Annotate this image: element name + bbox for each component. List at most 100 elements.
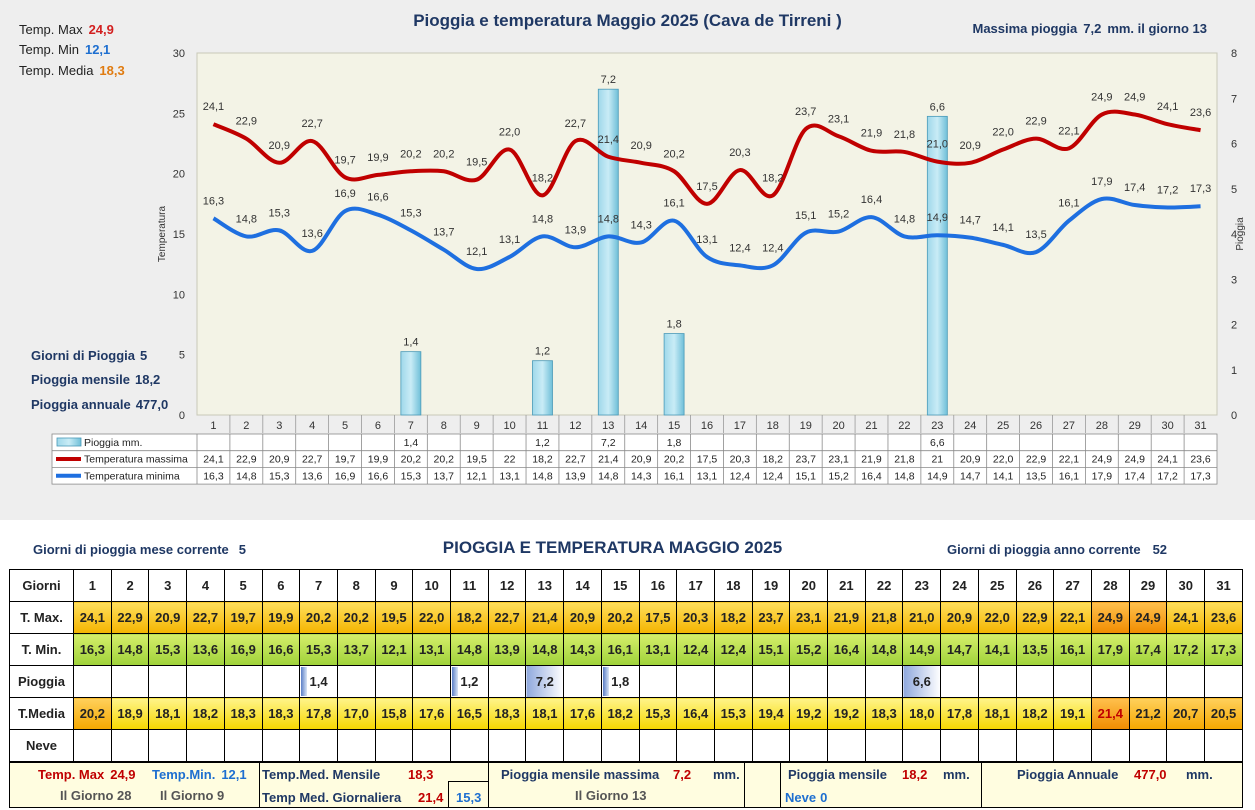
tmin-point-label: 14,8: [894, 213, 915, 225]
tmed-cell-27: 19,1: [1053, 697, 1092, 730]
summary-rainyear-box: Pioggia Annuale 477,0 mm.: [982, 763, 1242, 807]
snow-cell-8: [336, 729, 376, 762]
chart-table-tmax-value: 24,1: [1157, 454, 1178, 466]
summary-tmin-day: Il Giorno 9: [160, 788, 225, 803]
rain-cell-21: [827, 665, 866, 698]
snow-cell-23: [902, 729, 942, 762]
tmed-cell-8: 17,0: [336, 697, 376, 730]
row-days: Giorni 1 2 3 4 5 6 7 8 9 10 11 12 13 14 15 16 17 18 19 20 21 2…: [9, 569, 1243, 602]
snow-cell-28: [1090, 729, 1130, 762]
chart-data-table: [51, 433, 1218, 485]
tmin-cell-21: 16,4: [827, 633, 866, 666]
snow-cell-26: [1015, 729, 1055, 762]
tmed-cell-9: 15,8: [374, 697, 414, 730]
tmax-cell-16: 17,5: [638, 601, 678, 634]
summary-rainyear-unit: mm.: [1186, 767, 1213, 782]
tmed-cell-5: 18,3: [223, 697, 263, 730]
snow-cell-10: [412, 729, 452, 762]
rain-cell-3: [148, 665, 188, 698]
rain-bar-label: 1,8: [666, 319, 681, 331]
x-tick-label: 25: [997, 420, 1009, 432]
tmin-point-label: 17,9: [1091, 176, 1112, 188]
rain-cell-17: [676, 665, 715, 698]
snow-cell-18: [713, 729, 753, 762]
rain-days-year: Giorni di pioggia anno corrente 52: [947, 542, 1167, 557]
days-cell-16: 16: [638, 569, 678, 602]
snow-cell-15: [600, 729, 640, 762]
days-cell-29: 29: [1128, 569, 1168, 602]
tmax-cell-30: 24,1: [1166, 601, 1206, 634]
x-tick-label: 15: [668, 420, 680, 432]
tmed-cell-14: 17,6: [563, 697, 602, 730]
plot-area: [196, 52, 1218, 416]
rain-cell-10: [412, 665, 452, 698]
rain-cell-24: [940, 665, 979, 698]
tmax-cell-22: 21,8: [864, 601, 904, 634]
chart-table-tmin-value: 15,2: [828, 470, 849, 482]
tmax-cell-31: 23,6: [1204, 601, 1243, 634]
summary-tmax-label: Temp. Max: [38, 767, 105, 782]
tmed-cell-19: 19,4: [751, 697, 791, 730]
days-cell-24: 24: [940, 569, 979, 602]
y2-tick-label: 1: [1231, 365, 1237, 377]
tmin-cell-5: 16,9: [223, 633, 263, 666]
tmin-cell-28: 17,9: [1090, 633, 1130, 666]
rain-days-year-label: Giorni di pioggia anno corrente: [947, 542, 1141, 557]
tmin-point-label: 13,1: [499, 234, 520, 246]
tmin-cell-30: 17,2: [1166, 633, 1206, 666]
snow-cell-11: [450, 729, 489, 762]
table-header: Giorni di pioggia mese corrente 5 PIOGGIA…: [0, 536, 1255, 564]
summary-tmed-month-value: 18,3: [408, 767, 434, 782]
tmin-cell-29: 17,4: [1128, 633, 1168, 666]
days-cell-31: 31: [1204, 569, 1243, 602]
tmed-cell-13: 18,1: [525, 697, 565, 730]
tmed-cell-29: 21,2: [1128, 697, 1168, 730]
chart-table-tmin-value: 13,9: [565, 470, 586, 482]
stat-temp-min-label: Temp. Min: [19, 42, 79, 57]
row-label-days: Giorni: [9, 569, 74, 602]
rain-days-year-value: 52: [1152, 542, 1168, 557]
rain-cell-5: [223, 665, 263, 698]
tmin-point-label: 14,8: [532, 213, 553, 225]
tmin-cell-17: 12,4: [676, 633, 715, 666]
y2-axis-title: Pioggia: [1235, 217, 1246, 251]
chart-table-tmax-value: 24,9: [1092, 454, 1113, 466]
chart-table-tmax-value: 22,7: [565, 454, 586, 466]
summary-tmed-day-min-box: [448, 781, 489, 807]
tmin-point-label: 16,6: [367, 192, 388, 204]
chart-table-tmin-value: 17,2: [1157, 470, 1178, 482]
tmax-cell-1: 24,1: [73, 601, 112, 634]
snow-cell-25: [977, 729, 1017, 762]
chart-panel: 0 5 10 15 20 25 30 0 1 2 3 4 5 6 7 8 Temperatura Pioggia 1…: [0, 0, 1255, 520]
tmin-cell-26: 13,5: [1015, 633, 1055, 666]
chart-table-tmax-value: 21,8: [894, 454, 915, 466]
chart-table-tmax-value: 20,9: [960, 454, 981, 466]
tmax-point-label: 24,1: [1157, 101, 1178, 113]
snow-cell-31: [1204, 729, 1243, 762]
tmed-cell-20: 19,2: [789, 697, 829, 730]
snow-cell-9: [374, 729, 414, 762]
stat-temp-mean-label: Temp. Media: [19, 63, 94, 78]
tmax-point-label: 20,9: [630, 140, 651, 152]
snow-cell-4: [186, 729, 225, 762]
rain-cell-19: [751, 665, 791, 698]
x-tick-label: 31: [1194, 420, 1206, 432]
rain-cell-27: [1053, 665, 1092, 698]
tmax-point-label: 24,9: [1091, 92, 1112, 104]
x-tick-label: 2: [243, 420, 249, 432]
rain-cell-31: [1204, 665, 1243, 698]
days-cell-4: 4: [186, 569, 225, 602]
tmed-cell-31: 20,5: [1204, 697, 1243, 730]
rain-bar: [926, 115, 948, 416]
rain-cell-23: 6,6: [902, 665, 942, 698]
chart-table-tmax-value: 19,9: [368, 454, 389, 466]
tmax-point-label: 19,9: [367, 152, 388, 164]
x-tick-label: 7: [408, 420, 414, 432]
tmin-point-label: 16,1: [663, 198, 684, 210]
row-label-tmin: T. Min.: [9, 633, 74, 666]
stat-temp-min: Temp. Min 12,1: [19, 42, 110, 57]
y2-tick-label: 4: [1231, 229, 1237, 241]
tmin-point-label: 12,1: [466, 246, 487, 258]
rain-cell-15: 1,8: [600, 665, 640, 698]
